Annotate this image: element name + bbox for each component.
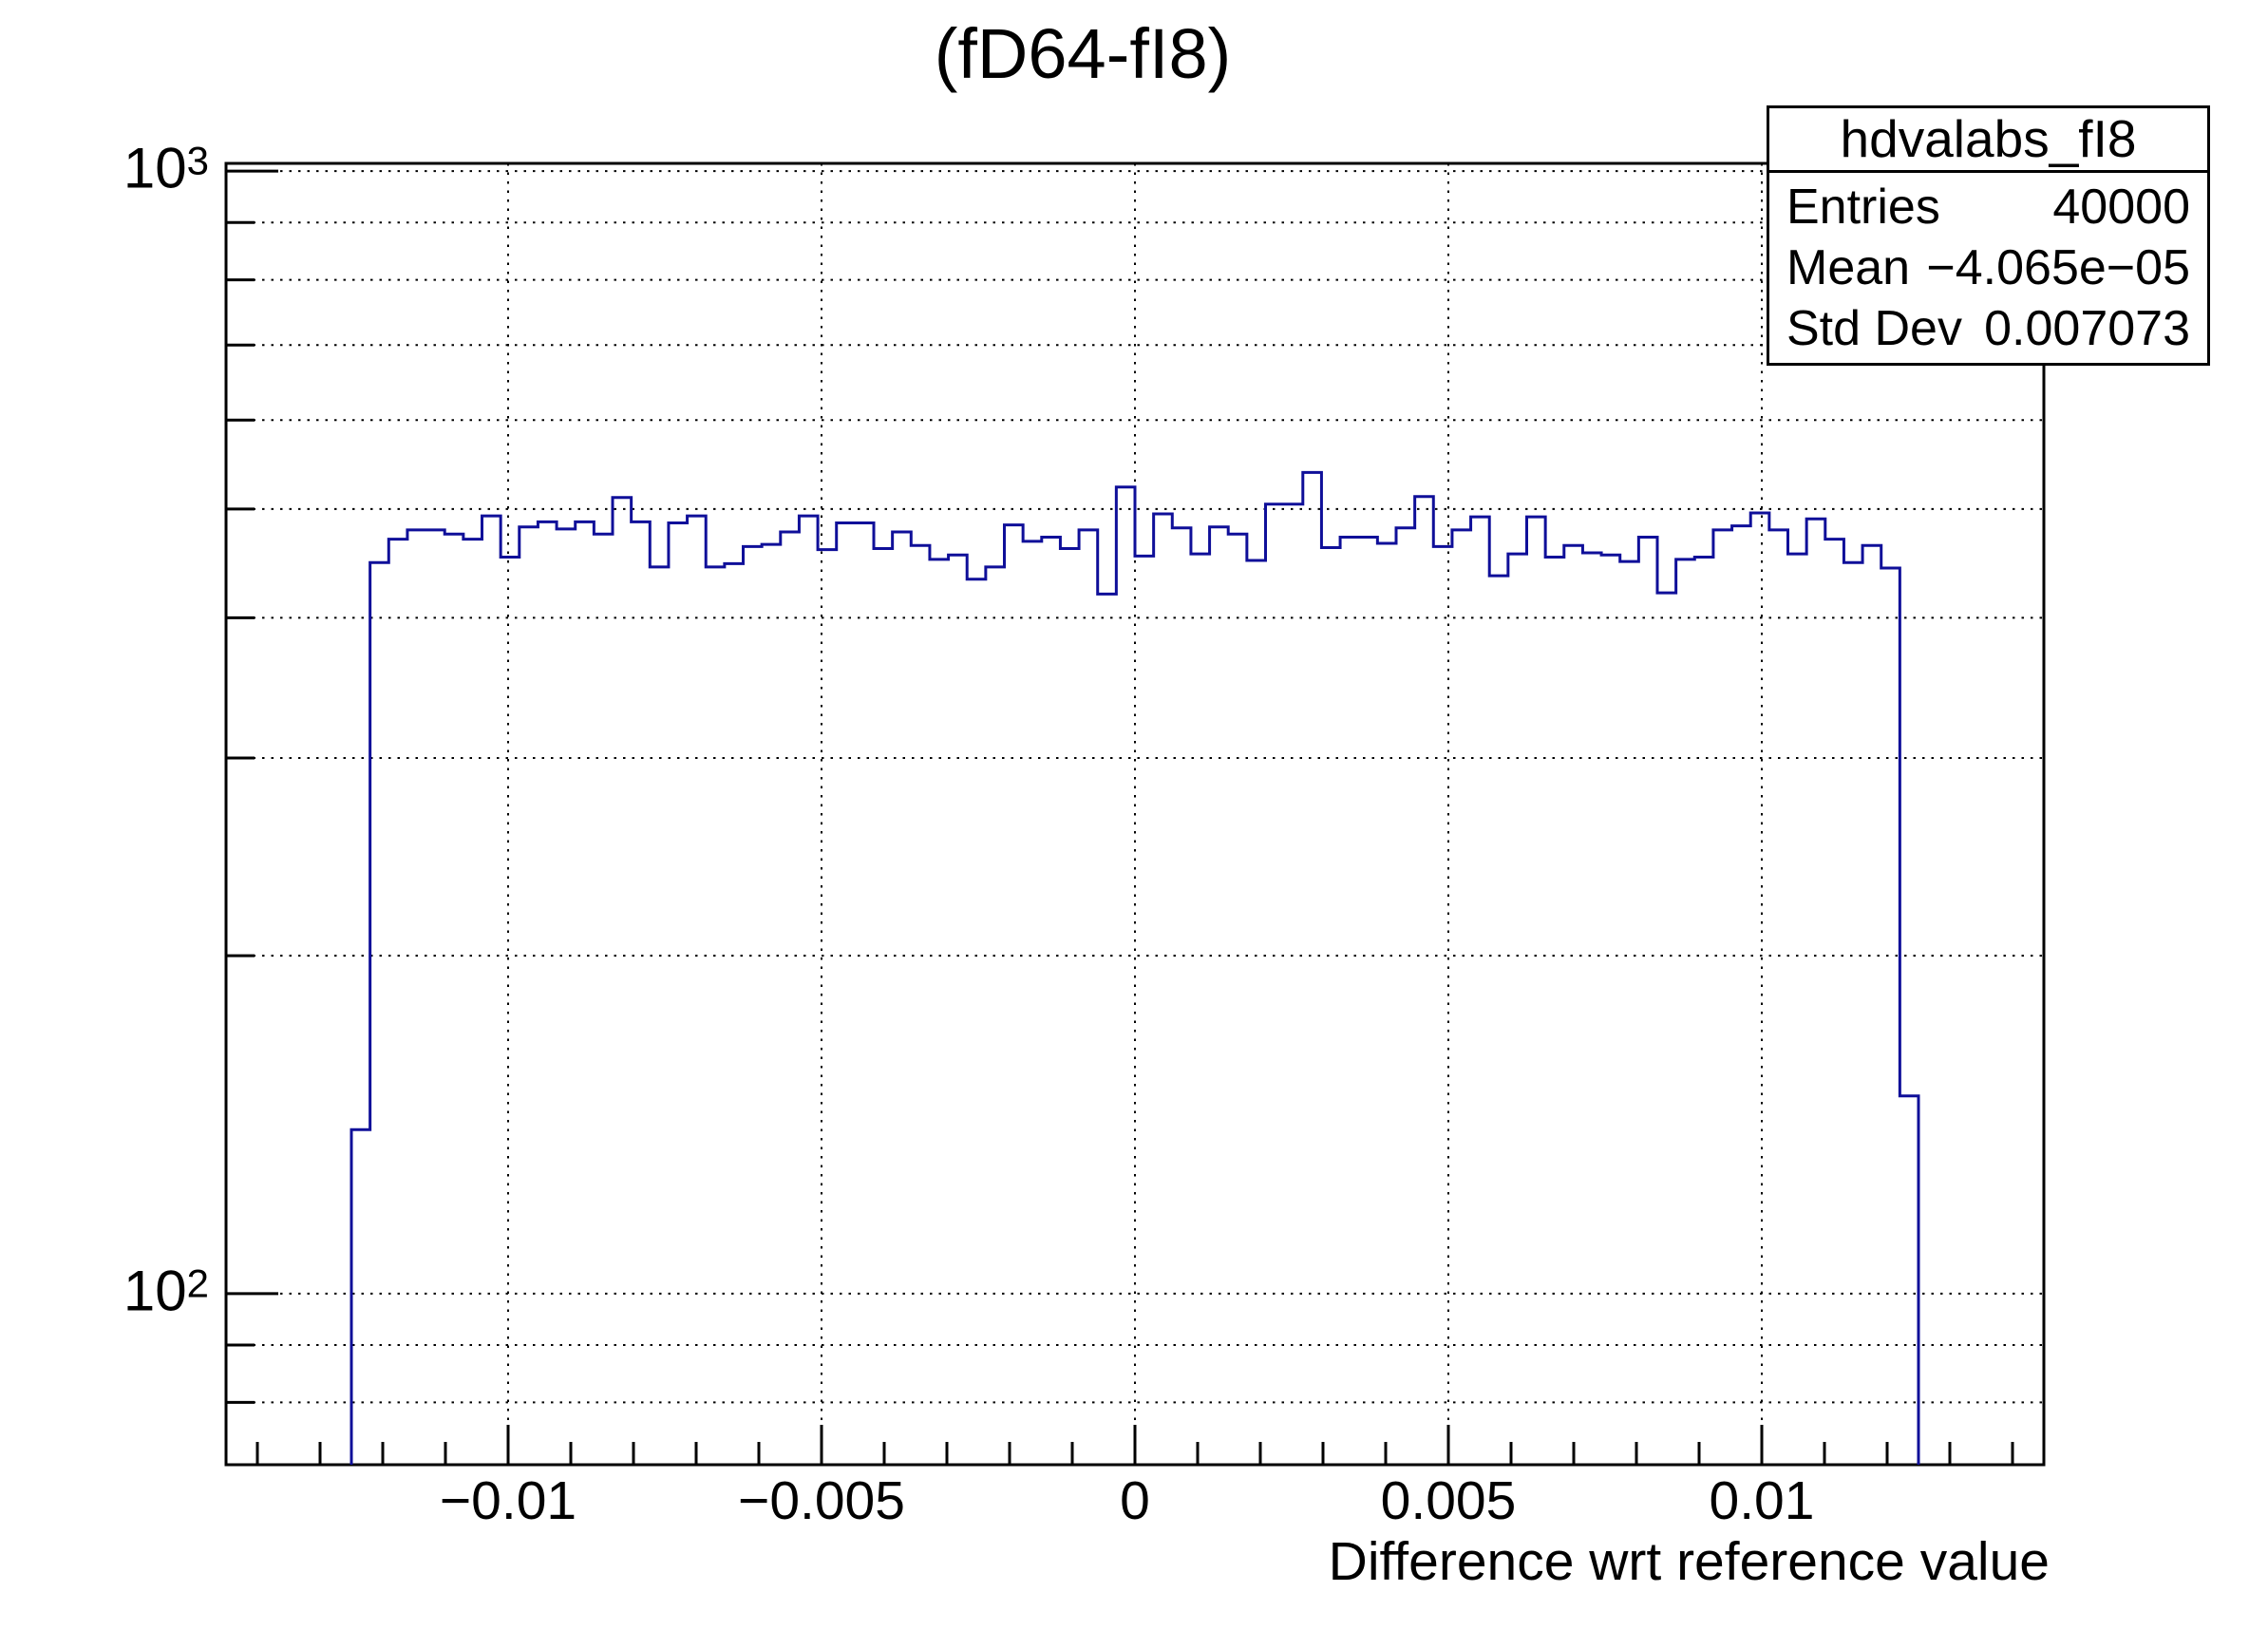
x-axis-tick-label: −0.01 (439, 1470, 577, 1531)
stats-label-entries: Entries (1786, 180, 1940, 235)
x-axis-tick-label: 0 (1120, 1470, 1150, 1531)
x-axis-tick-label: −0.005 (738, 1470, 905, 1531)
stats-row-entries: Entries 40000 (1769, 182, 2207, 232)
x-axis-tick-label: 0.005 (1380, 1470, 1517, 1531)
stats-row-mean: Mean −4.065e−05 (1769, 243, 2207, 293)
y-tick-exponent: 3 (186, 138, 209, 183)
y-tick-exponent: 2 (186, 1260, 209, 1306)
stats-box: hdvalabs_fI8 Entries 40000 Mean −4.065e−… (1767, 105, 2210, 366)
y-tick-mantissa: 10 (123, 1259, 187, 1323)
stats-value-stddev: 0.007073 (1984, 301, 2190, 356)
stats-value-entries: 40000 (2052, 180, 2190, 235)
stats-row-stddev: Std Dev 0.007073 (1769, 304, 2207, 353)
stats-label-mean: Mean (1786, 240, 1911, 295)
y-tick-mantissa: 10 (123, 136, 187, 200)
x-axis-tick-label: 0.01 (1709, 1470, 1815, 1531)
y-axis-tick-label: 103 (57, 138, 209, 198)
stats-label-stddev: Std Dev (1786, 301, 1962, 356)
x-axis-title: Difference wrt reference value (1328, 1531, 2050, 1592)
histogram-line (350, 470, 1920, 1465)
y-axis-tick-label: 102 (57, 1262, 209, 1319)
stats-value-mean: −4.065e−05 (1926, 240, 2190, 295)
plot-title: (fD64-fI8) (934, 14, 1232, 93)
stats-box-rows: Entries 40000 Mean −4.065e−05 Std Dev 0.… (1769, 173, 2207, 363)
stats-box-title: hdvalabs_fI8 (1769, 108, 2207, 173)
plot-frame (224, 161, 2046, 1467)
